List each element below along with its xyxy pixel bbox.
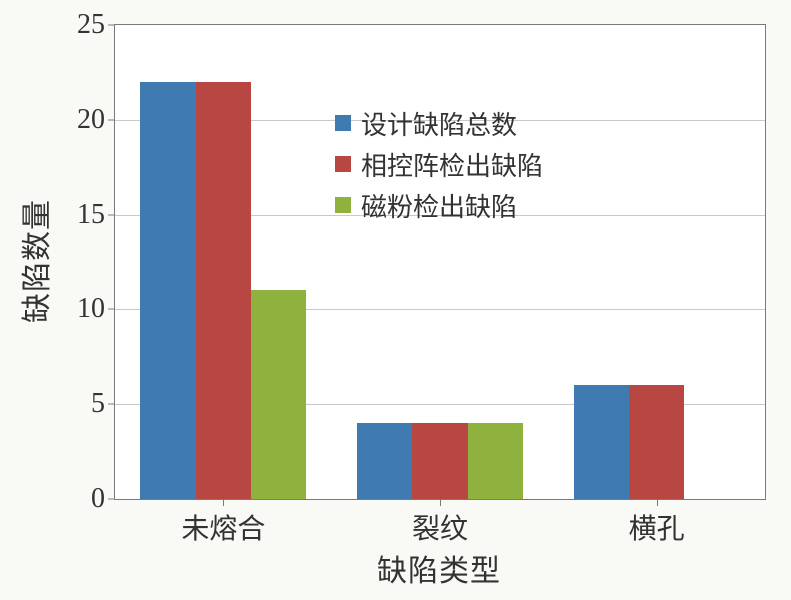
legend-label: 相控阵检出缺陷 <box>361 146 543 183</box>
bar <box>251 290 306 499</box>
legend-swatch <box>335 115 351 131</box>
legend-item: 设计缺陷总数 <box>335 105 543 142</box>
legend-swatch <box>335 156 351 172</box>
y-tick-label: 0 <box>91 483 105 515</box>
y-tick-label: 25 <box>77 9 105 41</box>
y-tick-mark <box>108 119 115 120</box>
x-tick-mark <box>440 499 441 506</box>
y-tick-label: 10 <box>77 293 105 325</box>
legend-swatch <box>335 197 351 213</box>
bar-chart: 0510152025未熔合裂纹横孔 缺陷数量 缺陷类型 设计缺陷总数相控阵检出缺… <box>0 0 791 600</box>
bar <box>357 423 412 499</box>
x-tick-label: 裂纹 <box>412 507 468 547</box>
x-tick-mark <box>223 499 224 506</box>
x-tick-label: 横孔 <box>629 507 685 547</box>
bar <box>574 385 629 499</box>
legend-item: 相控阵检出缺陷 <box>335 146 543 183</box>
x-tick-label: 未熔合 <box>181 507 265 547</box>
legend-item: 磁粉检出缺陷 <box>335 187 543 224</box>
plot-area: 0510152025未熔合裂纹横孔 <box>114 24 766 500</box>
x-tick-mark <box>657 499 658 506</box>
legend-label: 磁粉检出缺陷 <box>361 187 517 224</box>
y-tick-mark <box>108 309 115 310</box>
y-tick-label: 15 <box>77 199 105 231</box>
bar <box>196 82 251 499</box>
y-tick-mark <box>108 499 115 500</box>
bar <box>468 423 523 499</box>
bar <box>412 423 467 499</box>
bar <box>629 385 684 499</box>
y-tick-label: 5 <box>91 388 105 420</box>
y-tick-mark <box>108 214 115 215</box>
y-tick-label: 20 <box>77 104 105 136</box>
x-axis-title: 缺陷类型 <box>377 546 501 590</box>
legend-label: 设计缺陷总数 <box>361 105 517 142</box>
y-tick-mark <box>108 25 115 26</box>
y-tick-mark <box>108 404 115 405</box>
legend: 设计缺陷总数相控阵检出缺陷磁粉检出缺陷 <box>335 105 543 228</box>
y-axis-title: 缺陷数量 <box>12 199 56 323</box>
bar <box>140 82 195 499</box>
